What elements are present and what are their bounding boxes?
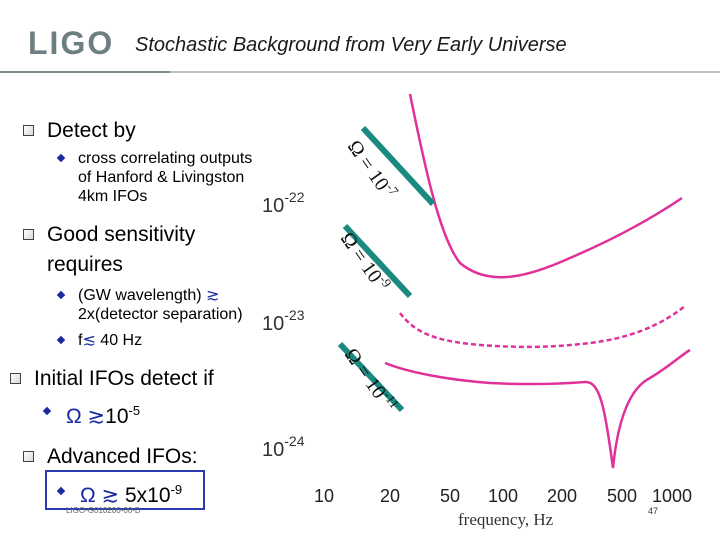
x-axis-label: frequency, Hz [458,510,554,529]
x-tick-label: 20 [380,486,400,506]
x-tick-label: 10 [314,486,334,506]
advanced-condition: Ω ≳ 5x10-9 [80,482,183,507]
header-rule [170,71,720,73]
omega-label: Ω = 10-9 [336,227,395,296]
page-number: 47 [648,506,659,516]
omega-bar [337,341,405,413]
x-tick-label: 50 [440,486,460,506]
y-tick-label: 10-23 [262,307,305,335]
advanced-sensitivity-curve [384,348,691,469]
omega-label: Ω = 10-7 [343,135,402,205]
ligo-logo: LIGO [28,25,114,61]
bullet-detect: Detect by [47,119,136,142]
bullet-initial: Initial IFOs detect if [34,367,214,390]
y-tick-label: 10-24 [262,433,305,461]
bullet-sensitivity: Good sensitivity requires [47,223,196,276]
detect-sub-text: of Hanford & Livingston [78,169,245,186]
bullet-box [23,451,34,462]
bullet-advanced: Advanced IFOs: [47,445,198,468]
sub-bullet [56,153,66,163]
sensitivity-plot: 10-22 10-23 10-24 10 20 50 100 200 500 1… [262,93,692,529]
intermediate-sensitivity-curve [399,305,686,349]
slide-title: Stochastic Background from Very Early Un… [135,34,567,56]
detect-sub-text: 4km IFOs [78,188,148,205]
initial-condition: Ω ≳10-5 [66,403,141,428]
document-id: LIGO-G010200-00-D [66,506,141,515]
bullet-box [10,373,21,384]
y-tick-label: 10-22 [262,189,305,217]
advanced-condition-box [45,470,205,510]
omega-bar [360,125,436,207]
sensitivity-sub-1: (GW wavelength) ≳ [78,287,220,304]
bullet-box [23,125,34,136]
sub-bullet [56,335,66,345]
bullet-box [23,229,34,240]
omega-label: Ω = 10-11 [340,343,402,417]
x-tick-label: 1000 [652,486,692,506]
x-tick-label: 100 [488,486,518,506]
detect-sub-text: cross correlating outputs [78,150,253,167]
initial-sensitivity-curve [408,93,683,279]
omega-bar [342,223,413,299]
sensitivity-sub-1-cont: 2x(detector separation) [78,306,243,323]
sensitivity-sub-2: f≲ 40 Hz [78,332,143,349]
x-tick-label: 200 [547,486,577,506]
sub-bullet [42,406,52,416]
header-rule [0,71,170,73]
sub-bullet [56,290,66,300]
x-tick-label: 500 [607,486,637,506]
svg-text:LIGO: LIGO [28,25,114,61]
